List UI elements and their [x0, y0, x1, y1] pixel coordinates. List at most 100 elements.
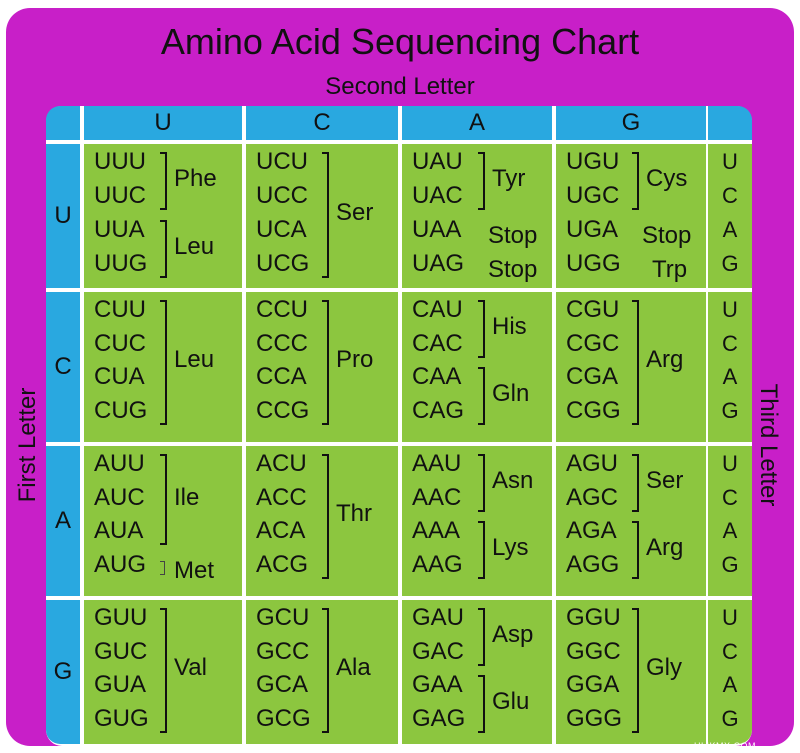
bracket-cys: [632, 152, 639, 210]
codon-cua: CUA: [94, 363, 145, 390]
codon-gug: GUG: [94, 704, 149, 732]
bracket-gln: [478, 367, 485, 425]
column-header-u: U: [84, 106, 242, 140]
codon-agg: AGG: [566, 550, 620, 578]
bracket-ile: [160, 454, 167, 545]
row-header-a: A: [46, 446, 80, 596]
codon-cell-aa: [402, 446, 552, 596]
codon-cca: CCA: [256, 363, 307, 390]
third-letter-c-g: G: [721, 397, 739, 423]
amino-acid-gly: Gly: [646, 654, 682, 682]
amino-acid-cys: Cys: [646, 165, 688, 192]
amino-acid-ile: Ile: [174, 483, 200, 511]
codon-cuu: CUU: [94, 296, 146, 323]
row-header-u: U: [46, 144, 80, 288]
codon-cgc: CGC: [566, 329, 620, 357]
codon-cga: CGA: [566, 363, 619, 390]
codon-ugu: UGU: [566, 148, 620, 175]
codon-cell-ua: [402, 144, 552, 288]
codon-cell-cg: [556, 292, 706, 442]
codon-caa: CAA: [412, 363, 462, 390]
bracket-asp: [478, 608, 485, 666]
codon-cgg: CGG: [566, 396, 621, 424]
amino-acid-leu: Leu: [174, 346, 215, 374]
codon-uag: UAG: [412, 250, 465, 277]
amino-acid-thr: Thr: [336, 500, 372, 528]
bracket-arg: [632, 521, 639, 579]
codon-ugg: UGG: [566, 250, 621, 277]
codon-uga: UGA: [566, 216, 619, 243]
amino-acid-stop: Stop: [488, 222, 538, 249]
column-header-c: C: [246, 106, 398, 140]
codon-gcu: GCU: [256, 604, 310, 631]
third-letter-cell-a: [708, 446, 752, 596]
bracket-ser: [632, 454, 639, 512]
codon-cell-au: [84, 446, 242, 596]
bracket-thr: [322, 454, 329, 579]
codon-uac: UAC: [412, 182, 463, 209]
codon-cell-ga: [402, 600, 552, 744]
codon-aua: AUA: [94, 517, 144, 544]
bracket-leu: [160, 300, 167, 425]
codon-cuc: CUC: [94, 329, 146, 357]
third-letter-a-u: U: [722, 451, 738, 476]
amino-acid-gln: Gln: [492, 379, 530, 407]
codon-ccc: CCC: [256, 329, 308, 357]
bracket-gly: [632, 608, 639, 733]
bracket-val: [160, 608, 167, 733]
amino-acid-stop: Stop: [642, 222, 692, 249]
third-letter-a-a: A: [722, 518, 738, 543]
column-header-g: G: [556, 106, 706, 140]
codon-uaa: UAA: [412, 216, 462, 243]
third-letter-cell-g: [708, 600, 752, 744]
amino-acid-ala: Ala: [336, 654, 371, 682]
third-letter-a-c: C: [722, 484, 738, 510]
watermark: HLIKMX.COM: [693, 741, 756, 751]
codon-cgu: CGU: [566, 296, 620, 323]
header-corner-right: [708, 106, 752, 140]
codon-ggc: GGC: [566, 637, 621, 665]
codon-cell-ag: [556, 446, 706, 596]
third-letter-g-u: U: [722, 605, 738, 630]
codon-uug: UUG: [94, 250, 148, 277]
amino-acid-asn: Asn: [492, 466, 534, 494]
codon-gcc: GCC: [256, 637, 310, 665]
bracket-ala: [322, 608, 329, 733]
codon-aag: AAG: [412, 550, 463, 578]
amino-acid-met: Met: [174, 556, 215, 584]
bracket-lys: [478, 521, 485, 579]
row-header-g: G: [46, 600, 80, 744]
amino-acid-leu: Leu: [174, 233, 215, 260]
amino-acid-trp: Trp: [652, 256, 688, 283]
third-letter-label: Third Letter: [755, 383, 782, 507]
first-letter-label: First Letter: [14, 387, 41, 503]
codon-cell-ug: [556, 144, 706, 288]
amino-acid-arg: Arg: [646, 533, 684, 561]
codon-cell-ac: [246, 446, 398, 596]
codon-gag: GAG: [412, 704, 466, 732]
third-letter-u-c: C: [722, 183, 738, 208]
codon-uau: UAU: [412, 148, 463, 175]
codon-cell-cu: [84, 292, 242, 442]
bracket-ser: [322, 152, 329, 278]
codon-uuc: UUC: [94, 182, 146, 209]
codon-ucu: UCU: [256, 148, 308, 175]
codon-guu: GUU: [94, 604, 148, 631]
header-corner: [46, 106, 80, 140]
codon-cell-gg: [556, 600, 706, 744]
amino-acid-ser: Ser: [336, 199, 374, 226]
chart-title: Amino Acid Sequencing Chart: [160, 21, 640, 62]
bracket-pro: [322, 300, 329, 425]
codon-aga: AGA: [566, 517, 617, 544]
second-letter-label: Second Letter: [325, 73, 475, 100]
codon-uua: UUA: [94, 216, 145, 243]
codon-aaa: AAA: [412, 517, 461, 544]
bracket-tyr: [478, 152, 485, 210]
codon-cell-cc: [246, 292, 398, 442]
codon-gga: GGA: [566, 671, 620, 698]
codon-auc: AUC: [94, 483, 145, 511]
codon-cug: CUG: [94, 396, 148, 424]
codon-cell-gu: [84, 600, 242, 744]
codon-gaa: GAA: [412, 671, 463, 698]
codon-ugc: UGC: [566, 182, 620, 209]
